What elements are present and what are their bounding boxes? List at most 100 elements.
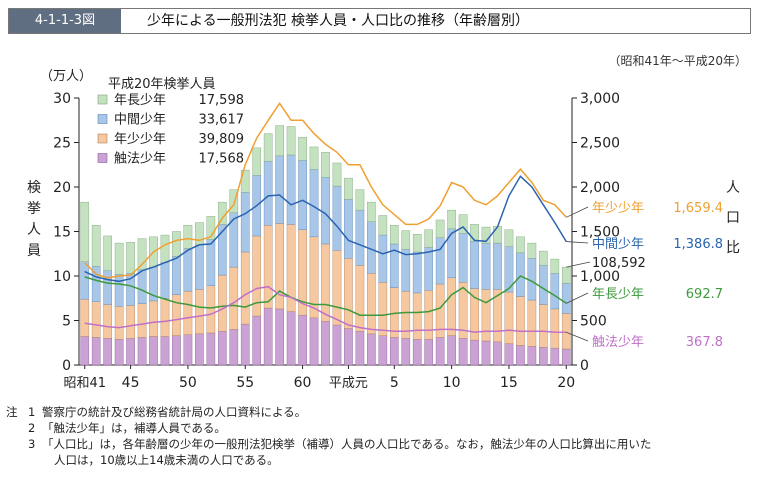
bar-segment [561,266,571,284]
bar-segment [137,337,147,366]
legend-swatch [97,153,108,163]
bar-segment [183,334,193,366]
bar-segment [240,323,250,366]
note-text: 「人口比」は，各年齢層の少年の一般刑法犯検挙（補導）人員の人口比である。なお，触… [42,437,652,451]
figure-number: 4-1-1-3図 [9,9,121,33]
line-series [84,175,567,283]
bar-segment [321,321,330,366]
bar-segment [195,244,204,290]
bar-segment [91,301,101,338]
bar-segment [481,289,491,342]
bar-segment [493,225,502,244]
bar-segment [389,225,399,245]
bar-segment [160,262,170,299]
leader-line [566,206,589,218]
x-tick-label: 50 [179,375,197,391]
right-tick-label: 3,000 [580,91,620,107]
x-tick-label: 60 [294,375,312,391]
bar-segment [550,273,560,310]
bar-segment [114,242,124,275]
bar-segment [217,201,227,225]
right-tick-label: 2,000 [580,180,620,196]
right-tick-label: 1,000 [580,269,620,285]
bar-segment [91,337,101,366]
bar-segment [137,303,147,338]
bar-segment [206,216,216,240]
bar-segment [504,343,514,366]
bar-segment [470,339,479,366]
bar-segment [332,249,342,326]
bar-segment [114,274,124,307]
leader-line [566,261,591,268]
bar-segment [275,308,284,366]
bar-segment [229,212,239,268]
end-label-value: 1,386.8 [673,237,723,252]
bar-segment [412,233,422,253]
bar-segment [435,337,445,366]
end-label-value: 367.8 [686,335,723,350]
right-tick-label: 1,500 [580,225,620,241]
bar-segment [550,308,560,349]
bar-segment [309,168,319,238]
bar-segment [80,298,90,337]
bar-segment [401,249,411,292]
bar-segment [458,233,468,283]
bar-segment [126,241,135,274]
labels: 年少少年 1,659.4 中間少年 1,386.8 年長少年 692.7 触法少年 367.8… [566,201,723,350]
bar-segment [401,230,411,250]
bar-segment [481,340,491,366]
legend-name: 中間少年 [114,113,166,128]
end-label-name: 年長少年 [592,287,644,302]
bar-segment [114,338,124,366]
left-axis-label-char: 人 [27,222,41,238]
legend-value: 17,598 [199,93,245,108]
bar-segment [344,199,353,259]
left-tick-label: 10 [53,269,71,285]
bar-segment [561,348,571,366]
left-axis-label-char: 検 [27,180,41,196]
left-tick-label: 0 [62,358,71,374]
note-text: 警察庁の統計及び総務省統計局の人口資料による。 [42,405,307,419]
bar-segment [195,333,204,366]
bar-segment [240,251,250,325]
legend-value: 17,568 [199,152,245,167]
legend-name: 年長少年 [114,93,166,108]
bar-segment [263,160,273,226]
right-tick-label: 2,500 [580,136,620,152]
notes-heading: 注 [6,405,18,419]
bar-segment [252,147,262,176]
bar-segment [172,256,181,295]
figure-title: 少年による一般刑法犯 検挙人員・人口比の推移（年齢層別） [147,13,530,29]
bar-segment [103,235,112,271]
bar-segment [355,209,365,266]
legend-title: 平成20年検挙人員 [108,77,216,92]
bar-segment [332,185,342,251]
bar-segment [493,341,502,366]
left-tick-label: 20 [53,180,71,196]
note-2: 2 「触法少年」は，補導人員である。 [6,420,754,436]
bar-segment [355,189,365,211]
bar-segment [206,332,216,366]
bar-segment [332,324,342,366]
bar-segment [321,177,330,245]
bar-segment [309,317,319,366]
legend-value: 33,617 [199,113,245,128]
bar-segment [516,345,525,366]
bar-segment [80,336,90,366]
bar-segment [263,307,273,366]
bar-segment [160,234,170,263]
x-tick-label: 平成元 [329,376,368,391]
bar-segment [344,177,353,200]
bar-segment [321,152,330,178]
bar-segment [527,242,537,259]
bar-segment [378,234,388,283]
bar-segment [516,296,525,346]
bar-segment [309,236,319,319]
end-label-name: 年少少年 [592,201,644,216]
bar-segment [389,337,399,366]
bar-segment [263,225,273,309]
note-3: 3 「人口比」は，各年齢層の少年の一般刑法犯検挙（補導）人員の人口比である。なお… [6,436,754,452]
bar-segment [160,298,170,337]
bar-segment [424,247,434,291]
note-number: 2 [28,421,36,435]
